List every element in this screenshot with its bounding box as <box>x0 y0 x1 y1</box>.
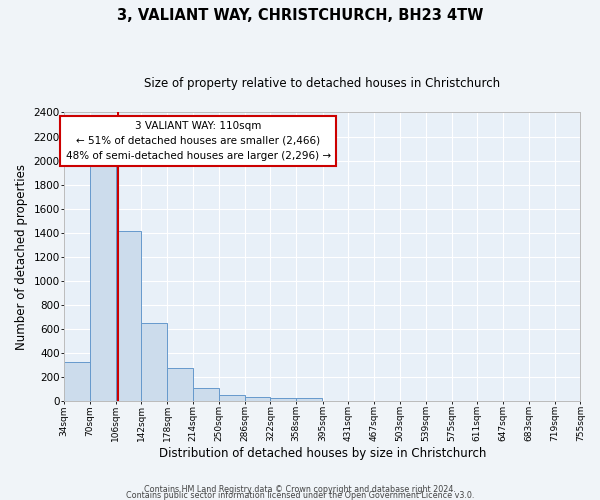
Text: 3, VALIANT WAY, CHRISTCHURCH, BH23 4TW: 3, VALIANT WAY, CHRISTCHURCH, BH23 4TW <box>117 8 483 22</box>
X-axis label: Distribution of detached houses by size in Christchurch: Distribution of detached houses by size … <box>158 447 486 460</box>
Text: 3 VALIANT WAY: 110sqm
← 51% of detached houses are smaller (2,466)
48% of semi-d: 3 VALIANT WAY: 110sqm ← 51% of detached … <box>66 121 331 161</box>
Text: Contains public sector information licensed under the Open Government Licence v3: Contains public sector information licen… <box>126 490 474 500</box>
Bar <box>296 398 322 401</box>
Bar <box>116 232 142 401</box>
Bar <box>142 323 167 401</box>
Text: Contains HM Land Registry data © Crown copyright and database right 2024.: Contains HM Land Registry data © Crown c… <box>144 484 456 494</box>
Y-axis label: Number of detached properties: Number of detached properties <box>15 164 28 350</box>
Bar <box>64 362 90 401</box>
Bar <box>245 396 270 401</box>
Title: Size of property relative to detached houses in Christchurch: Size of property relative to detached ho… <box>144 78 500 90</box>
Bar <box>167 368 193 401</box>
Bar <box>193 388 219 401</box>
Bar <box>90 164 116 401</box>
Bar <box>219 395 245 401</box>
Bar <box>270 398 296 401</box>
